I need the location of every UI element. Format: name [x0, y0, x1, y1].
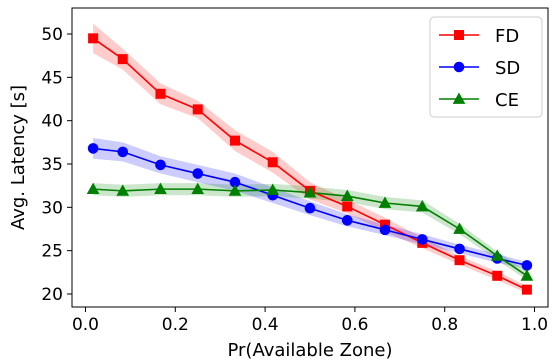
legend-box — [429, 16, 543, 118]
legend-ce-marker — [452, 92, 466, 104]
fd-point — [155, 88, 166, 99]
fd-point — [267, 157, 278, 168]
y-tick-label: 35 — [41, 155, 63, 175]
ce-point — [453, 222, 466, 234]
ce-point — [378, 196, 392, 208]
y-tick-label: 45 — [41, 68, 63, 88]
ce-point — [520, 269, 534, 281]
legend-sd-marker — [453, 61, 465, 73]
fd-point — [117, 54, 128, 65]
legend-fd-label: FD — [495, 26, 519, 47]
y-axis-title: Avg. Latency [s] — [8, 85, 29, 230]
fd-point — [230, 135, 241, 146]
ce-point — [191, 182, 205, 195]
legend-fd-marker — [454, 30, 464, 40]
sd-point — [341, 215, 353, 226]
series-markers — [86, 33, 534, 295]
fd-point — [342, 201, 353, 212]
fd-point — [192, 104, 203, 115]
sd-point — [416, 234, 428, 245]
y-axis-ticks: 20 25 30 35 40 45 50 — [41, 25, 72, 305]
ce-point — [340, 189, 354, 201]
ce-point — [228, 184, 242, 196]
x-tick-label: 1.0 — [521, 315, 548, 335]
sd-point — [521, 260, 533, 271]
fd-point — [454, 255, 465, 266]
legend-sd-label: SD — [495, 58, 520, 79]
ce-point — [86, 182, 100, 195]
sd-point — [192, 168, 204, 179]
y-tick-label: 25 — [41, 242, 63, 262]
y-tick-label: 30 — [41, 198, 63, 218]
sd-point — [87, 143, 99, 154]
fd-band — [93, 23, 527, 294]
x-tick-label: 0.6 — [341, 315, 368, 335]
ce-point — [415, 199, 429, 212]
x-tick-label: 0.8 — [431, 315, 458, 335]
sd-point — [454, 243, 465, 255]
x-tick-label: 0.0 — [72, 315, 99, 335]
y-tick-label: 20 — [41, 285, 63, 305]
x-axis-title: Pr(Available Zone) — [227, 340, 392, 361]
x-tick-label: 0.4 — [252, 315, 279, 335]
ce-point — [116, 184, 130, 196]
fd-point — [521, 284, 532, 295]
fd-point — [492, 270, 503, 281]
x-tick-label: 0.2 — [162, 315, 189, 335]
y-tick-label: 50 — [41, 25, 63, 45]
ce-point — [303, 186, 317, 198]
x-axis-ticks: 0.0 0.2 0.4 0.6 0.8 1.0 — [72, 307, 548, 335]
sd-point — [304, 202, 316, 214]
ce-point — [266, 183, 280, 195]
sd-point — [117, 146, 129, 158]
sd-point — [379, 224, 391, 236]
fd-point — [88, 33, 99, 44]
sd-point — [155, 159, 166, 171]
legend-ce-label: CE — [495, 90, 519, 111]
ce-point — [490, 249, 504, 261]
plot-frame — [71, 7, 549, 308]
ce-point — [154, 182, 167, 195]
legend: FD SD CE — [429, 16, 543, 118]
y-tick-label: 40 — [41, 112, 63, 132]
